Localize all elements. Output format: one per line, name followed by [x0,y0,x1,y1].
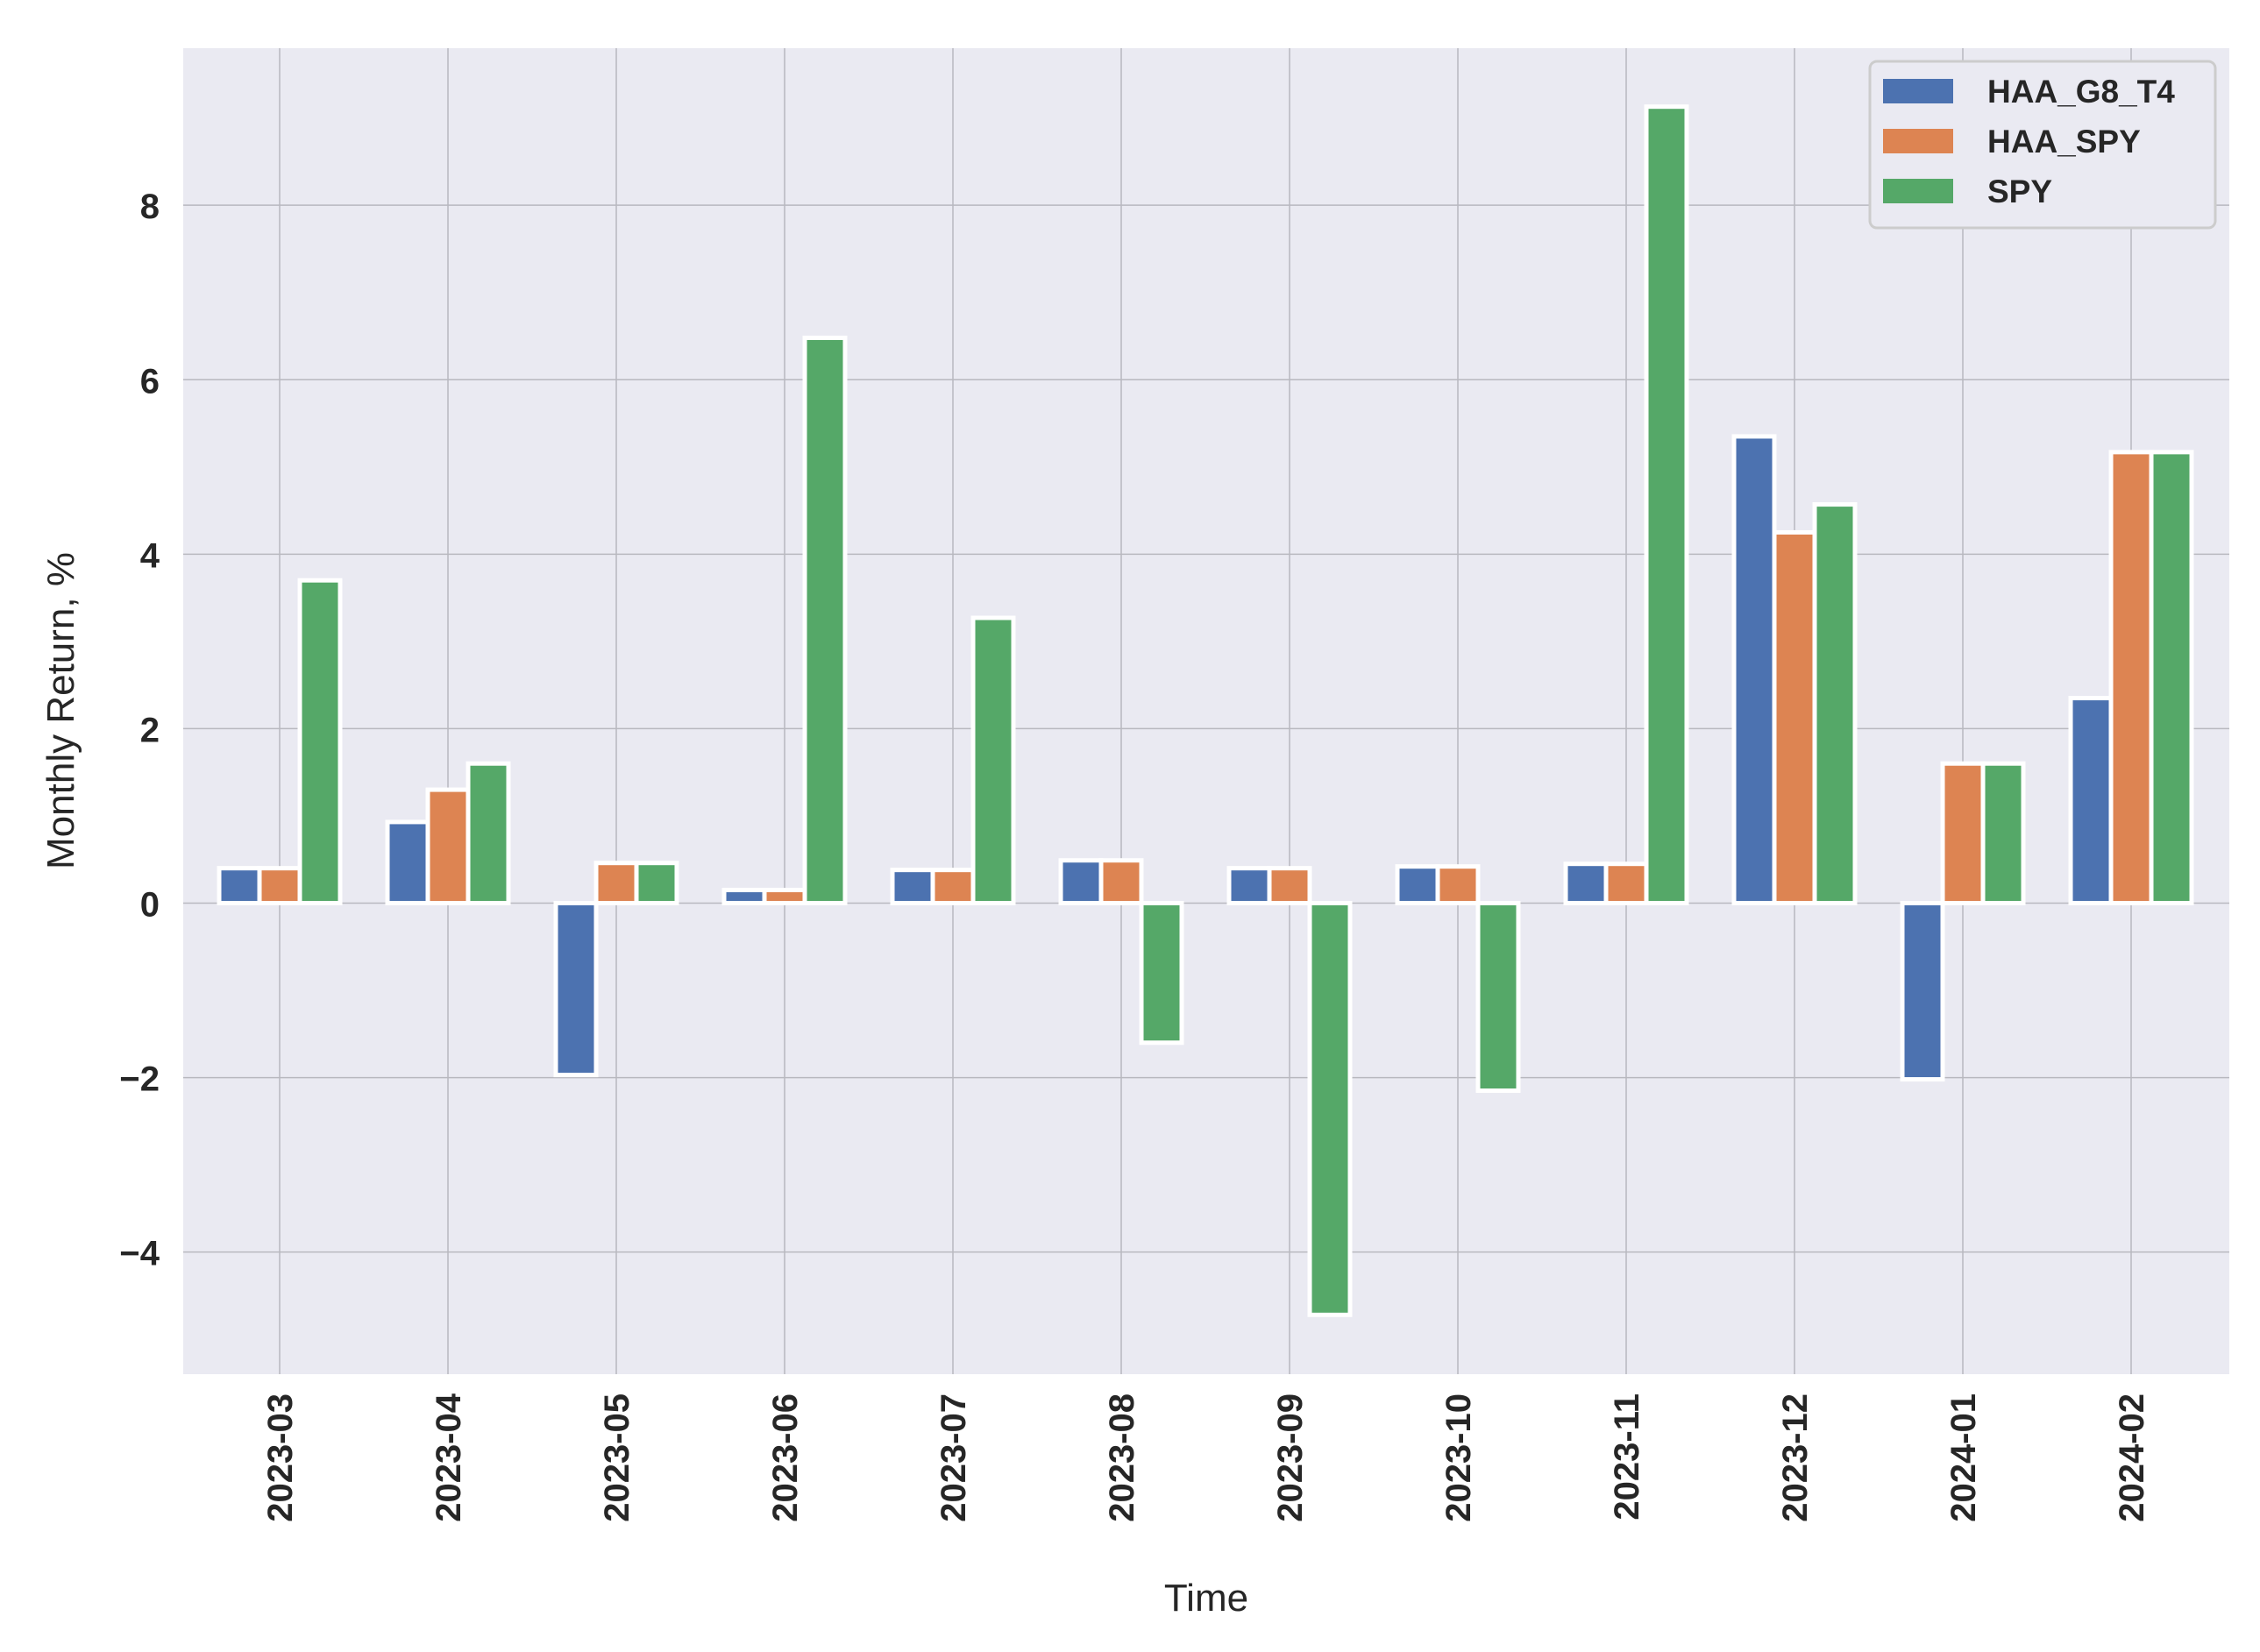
y-gridlines [183,204,2229,1253]
bar-haa-spy-2023-09 [1267,866,1312,905]
y-tick-label: 0 [140,885,160,924]
bar-haa-spy-2023-03 [257,866,302,905]
bar-haa-g8-t4-2023-11 [1563,861,1609,905]
bar-haa-spy-2024-02 [2108,450,2154,905]
bar-spy-2023-06 [802,335,848,905]
x-axis-title: Time [1164,1577,1248,1620]
bar-spy-2023-05 [634,861,679,905]
bar-haa-g8-t4-2023-06 [721,888,767,905]
bar-haa-spy-2023-07 [930,868,976,905]
bar-haa-g8-t4-2023-08 [1058,858,1104,905]
bar-haa-spy-2023-12 [1772,529,1817,905]
y-tick-label: 2 [140,711,160,749]
x-tick-label: 2023-11 [1608,1393,1646,1521]
bar-spy-2024-01 [1980,761,2026,905]
x-tick-label: 2024-02 [2113,1393,2151,1522]
y-tick-label: 6 [140,362,160,401]
bar-spy-2023-07 [970,615,1016,905]
legend-swatch-haa-g8-t4 [1883,79,1953,103]
bar-haa-spy-2023-11 [1603,861,1649,905]
x-tick-label: 2023-12 [1776,1393,1815,1522]
x-tick-label: 2023-10 [1439,1393,1478,1522]
x-tick-label: 2023-04 [430,1393,468,1522]
bar-spy-2023-08 [1139,900,1184,1046]
y-tick-label: 8 [140,188,160,226]
bar-spy-2023-10 [1475,900,1521,1093]
bar-spy-2023-11 [1644,104,1689,905]
y-tick-label: −4 [119,1235,160,1273]
bars [217,104,2194,1317]
bar-haa-g8-t4-2023-04 [385,819,430,905]
bar-haa-spy-2023-08 [1098,858,1144,905]
y-tick-labels: −4 −2 0 2 4 6 8 [119,188,160,1273]
x-tick-label: 2023-09 [1271,1393,1310,1522]
legend: HAA_G8_T4 HAA_SPY SPY [1868,60,2217,230]
y-tick-label: 4 [140,536,160,575]
x-tick-label: 2023-07 [935,1393,973,1522]
y-axis-title: Monthly Return, % [39,552,82,869]
bar-spy-2023-09 [1307,900,1353,1317]
x-tick-label: 2023-03 [261,1393,300,1522]
bar-haa-spy-2023-05 [593,861,639,905]
legend-swatch-spy [1883,179,1953,203]
legend-label-spy: SPY [1987,174,2052,209]
bar-spy-2023-12 [1812,502,1858,905]
x-tick-labels: 2023-03 2023-04 2023-05 2023-06 2023-07 2023-… [261,1393,2151,1522]
bar-haa-spy-2023-06 [762,888,807,905]
bar-haa-g8-t4-2024-02 [2068,696,2114,905]
bar-spy-2023-03 [297,578,343,905]
x-tick-label: 2023-08 [1103,1393,1141,1522]
bar-haa-g8-t4-2023-10 [1395,864,1440,905]
bar-haa-spy-2024-01 [1940,761,1986,905]
bar-spy-2023-04 [466,761,511,905]
legend-swatch-haa-spy [1883,129,1953,153]
legend-label-haa-g8-t4: HAA_G8_T4 [1987,74,2175,110]
bar-haa-spy-2023-10 [1435,864,1481,905]
bar-haa-g8-t4-2023-03 [217,866,262,905]
bar-haa-g8-t4-2023-05 [553,900,599,1078]
bar-haa-g8-t4-2023-07 [890,868,935,905]
legend-label-haa-spy: HAA_SPY [1987,124,2141,160]
legend-box [1868,60,2217,230]
x-tick-label: 2024-01 [1944,1393,1983,1522]
bar-haa-g8-t4-2024-01 [1900,900,1945,1082]
bar-haa-g8-t4-2023-09 [1226,866,1272,905]
y-tick-label: −2 [119,1060,160,1099]
bar-spy-2024-02 [2149,450,2194,905]
bar-haa-spy-2023-04 [425,787,471,905]
plot-area [183,48,2229,1374]
x-tick-label: 2023-05 [598,1393,636,1522]
x-tick-label: 2023-06 [766,1393,805,1522]
bar-haa-g8-t4-2023-12 [1731,434,1777,905]
